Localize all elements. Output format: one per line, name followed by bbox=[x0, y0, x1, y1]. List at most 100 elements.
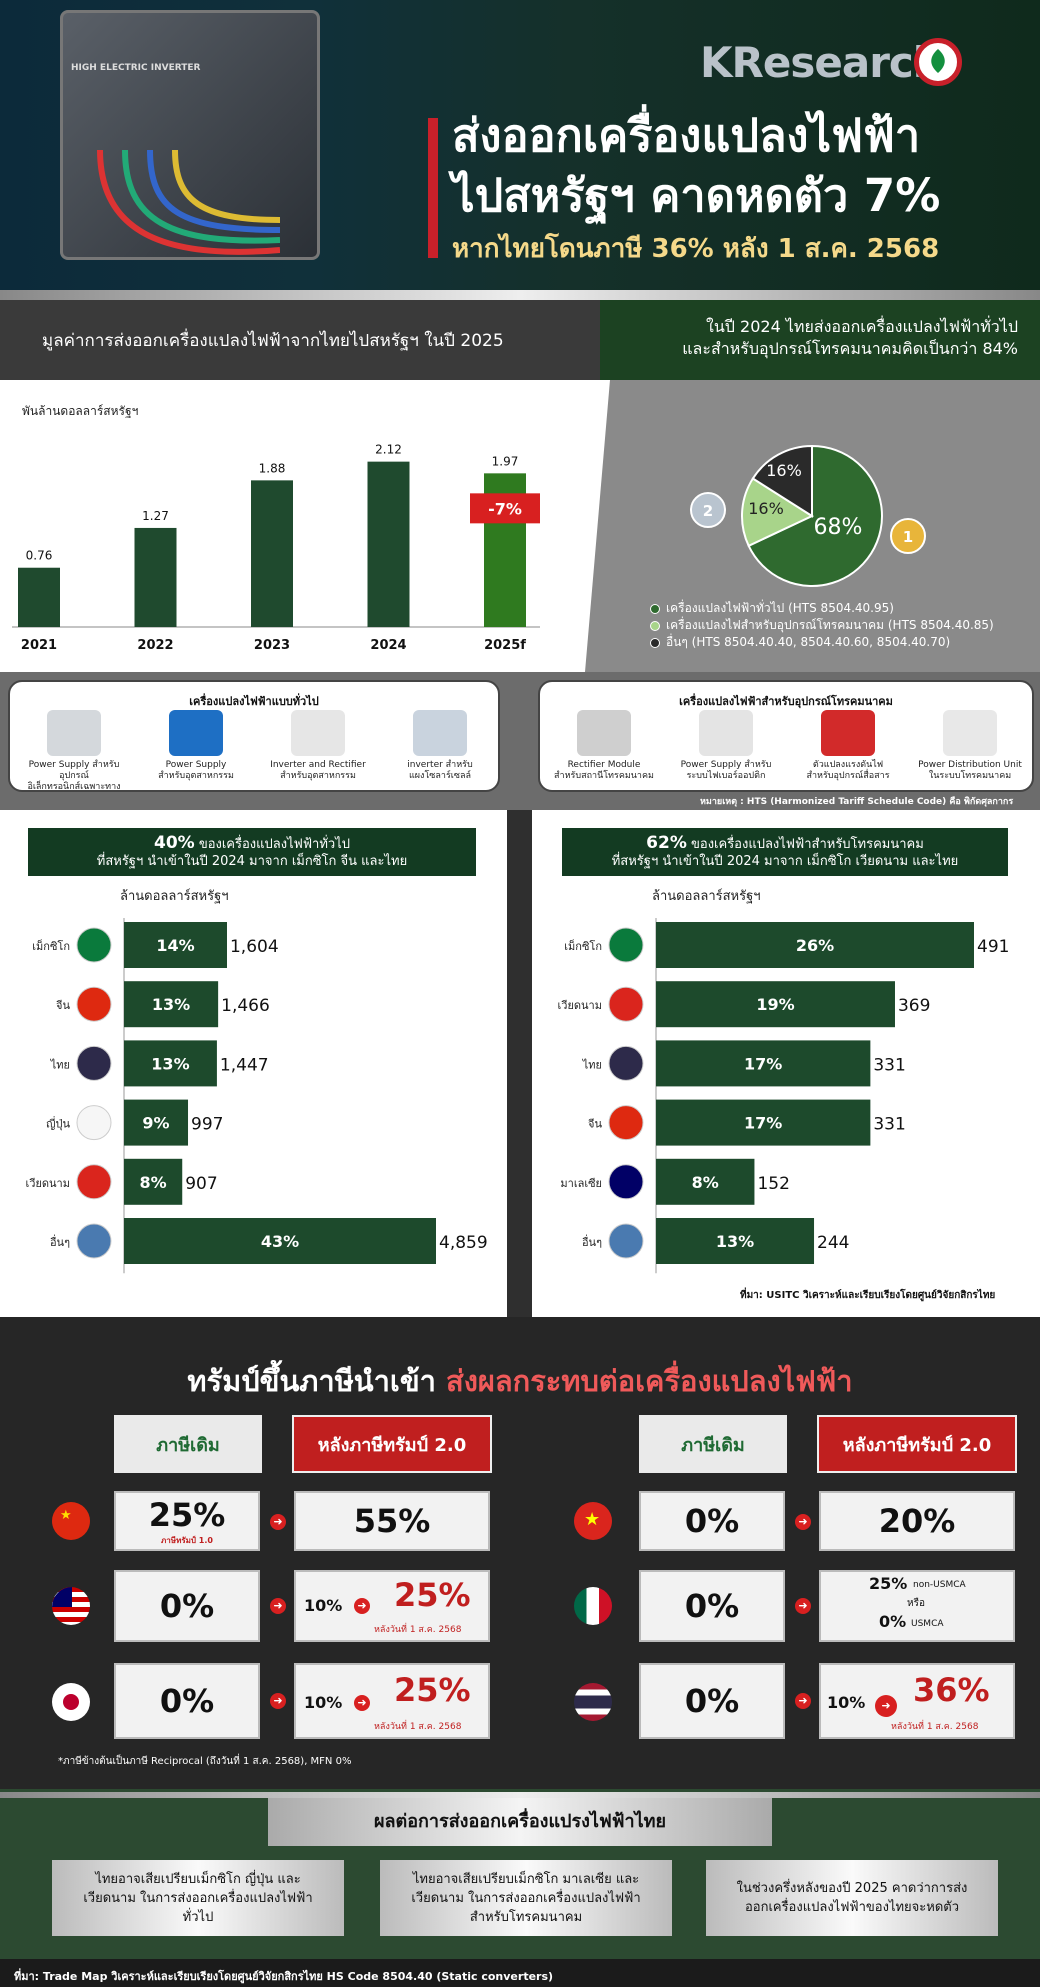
japan-new-value: 25% bbox=[394, 1671, 471, 1709]
hbar-bar bbox=[656, 981, 895, 1028]
product-label: inverter สำหรับ bbox=[407, 760, 473, 770]
effect-box-2: ไทยอาจเสียเปรียบเม็กซิโก มาเลเซีย และเวี… bbox=[380, 1860, 672, 1936]
hbar-bar bbox=[124, 1099, 189, 1146]
products-general-box: เครื่องแปลงไฟฟ้าแบบทั่วไป Power Supply ส… bbox=[8, 680, 500, 792]
arrow-right-icon: ➜ bbox=[354, 1695, 370, 1711]
product-label: Power Supply สำหรับอุปกรณ์ bbox=[28, 760, 120, 781]
china-old-sub: ภาษีทรัมป์ 1.0 bbox=[161, 1535, 213, 1545]
divider bbox=[0, 290, 1040, 300]
product-item: Rectifier Module สำหรับสถานีโทรคมนาคม bbox=[544, 706, 664, 782]
country-label: เม็กซิโก bbox=[564, 939, 602, 953]
import-telecom-share: 62% bbox=[646, 833, 687, 853]
japan-old-tariff: 0% bbox=[114, 1663, 260, 1739]
import-telecom-heading: 62% ของเครื่องแปลงไฟฟ้าสำหรับโทรคมนาคม ท… bbox=[562, 828, 1008, 876]
panel-divider bbox=[507, 810, 532, 1317]
products-telecom-box: เครื่องแปลงไฟฟ้าสำหรับอุปกรณ์โทรคมนาคม R… bbox=[538, 680, 1034, 792]
hbar-share-label: 43% bbox=[261, 1232, 299, 1251]
hbar-bar bbox=[656, 1099, 871, 1146]
medal-rank-2: 2 bbox=[703, 502, 713, 520]
annotation-label: -7% bbox=[488, 499, 522, 518]
bar-chart-heading: มูลค่าการส่งออกเครื่องแปลงไฟฟ้าจากไทยไปส… bbox=[0, 300, 610, 380]
mexico-new-tariff: 25% non-USMCA หรือ 0% USMCA bbox=[819, 1570, 1015, 1642]
page-subtitle: หากไทยโดนภาษี 36% หลัง 1 ส.ค. 2568 bbox=[452, 234, 940, 264]
vietnam-old-tariff: 0% bbox=[639, 1491, 785, 1551]
malaysia-new-tariff: 10% ➜ 25% หลังวันที่ 1 ส.ค. 2568 bbox=[294, 1570, 490, 1642]
hbar-value-label: 331 bbox=[873, 1115, 905, 1135]
medal-rank-1: 1 bbox=[903, 528, 913, 546]
product-label-2: สำหรับอุตสาหกรรม bbox=[280, 771, 356, 781]
arrow-right-icon: ➜ bbox=[354, 1598, 370, 1614]
old-tariff-header-right: ภาษีเดิม bbox=[639, 1415, 787, 1473]
mexico-new-b-sub: USMCA bbox=[911, 1619, 944, 1629]
old-tariff-header-left: ภาษีเดิม bbox=[114, 1415, 262, 1473]
hbar-value-label: 152 bbox=[757, 1174, 789, 1194]
hero-banner: HIGH ELECTRIC INVERTER KResearch ส่งออกเ… bbox=[0, 0, 1040, 290]
page-title-line2: ไปสหรัฐฯ คาดหดตัว 7% bbox=[452, 169, 941, 222]
hbar-share-label: 17% bbox=[744, 1054, 782, 1073]
tariff-footnote: *ภาษีข้างต้นเป็นภาษี Reciprocal (ถึงวันท… bbox=[58, 1756, 352, 1767]
product-item: Power Supply สำหรับอุปกรณ์ อิเล็กทรอนิกส์… bbox=[14, 706, 134, 793]
export-bar-chart: พันล้านดอลลาร์สหรัฐฯ 0.76 2021 1.27 2022 1.88… bbox=[12, 404, 540, 653]
product-label: Power Distribution Unit bbox=[918, 760, 1022, 770]
country-label: ญี่ปุ่น bbox=[46, 1116, 70, 1131]
product-label-2: สำหรับอุปกรณ์สื่อสาร bbox=[806, 771, 890, 781]
pie-legend: เครื่องแปลงไฟฟ้าทั่วไป (HTS 8504.40.95) เ… bbox=[650, 600, 994, 651]
product-label-2: ระบบไฟเบอร์ออปติก bbox=[686, 771, 766, 781]
import-general-heading-line2: ที่สหรัฐฯ นำเข้าในปี 2024 มาจาก เม็กซิโก… bbox=[96, 854, 408, 869]
product-label-2: อิเล็กทรอนิกส์เฉพาะทาง bbox=[27, 782, 121, 792]
hbar-share-label: 8% bbox=[692, 1173, 719, 1192]
x-tick-label: 2021 bbox=[21, 638, 57, 653]
tariff-title-red: ส่งผลกระทบต่อเครื่องแปลงไฟฟ้า bbox=[446, 1364, 853, 1398]
hbar-share-label: 19% bbox=[756, 995, 794, 1014]
pie-heading-line1: ในปี 2024 ไทยส่งออกเครื่องแปลงไฟฟ้าทั่วไ… bbox=[706, 317, 1018, 336]
country-flag-icon bbox=[76, 927, 112, 963]
country-label: ไทย bbox=[50, 1058, 70, 1071]
pie-legend-item: เครื่องแปลงไฟฟ้าทั่วไป (HTS 8504.40.95) bbox=[650, 600, 994, 617]
product-label: Power Supply สำหรับ bbox=[680, 760, 772, 770]
pie-slice bbox=[751, 444, 813, 518]
arrow-right-icon: ➜ bbox=[795, 1693, 811, 1709]
effect-box-1: ไทยอาจเสียเปรียบเม็กซิโก ญี่ปุ่น และเวีย… bbox=[52, 1860, 344, 1936]
hbar-unit-label: ล้านดอลลาร์สหรัฐฯ bbox=[652, 888, 761, 904]
pie-legend-item: อื่นๆ (HTS 8504.40.40, 8504.40.60, 8504.… bbox=[650, 634, 994, 651]
hbar-bar bbox=[124, 922, 227, 968]
product-label-2: สำหรับอุตสาหกรรม bbox=[158, 771, 234, 781]
japan-flag-icon bbox=[52, 1683, 90, 1721]
hbar-value-label: 491 bbox=[977, 937, 1009, 957]
legend-label: เครื่องแปลงไฟสำหรับอุปกรณ์โทรคมนาคม (HTS… bbox=[666, 618, 994, 632]
effects-title: ผลต่อการส่งออกเครื่องแปรงไฟฟ้าไทย bbox=[268, 1798, 772, 1846]
machine-label: HIGH ELECTRIC INVERTER bbox=[71, 63, 201, 73]
hbar-bar bbox=[656, 1158, 755, 1205]
hbar-bar bbox=[124, 1218, 436, 1264]
bar-value-label: 1.27 bbox=[142, 509, 169, 523]
product-item: inverter สำหรับ แผงโซลาร์เซลล์ bbox=[380, 706, 500, 782]
hbar-unit-label: ล้านดอลลาร์สหรัฐฯ bbox=[120, 888, 229, 904]
country-flag-icon bbox=[76, 986, 112, 1022]
hbar-share-label: 13% bbox=[151, 1054, 189, 1073]
page-title-line1: ส่งออกเครื่องแปลงไฟฟ้า bbox=[452, 109, 921, 162]
hbar-share-label: 8% bbox=[140, 1173, 167, 1192]
china-new-tariff: 55% bbox=[294, 1491, 490, 1551]
hbar-share-label: 13% bbox=[716, 1232, 754, 1251]
bar-value-label: 1.88 bbox=[259, 461, 286, 475]
malaysia-new-pre: 10% bbox=[304, 1596, 343, 1615]
arrow-right-icon: ➜ bbox=[795, 1598, 811, 1614]
hbar-share-label: 26% bbox=[796, 936, 834, 955]
hts-note: หมายเหตุ : HTS (Harmonized Tariff Schedu… bbox=[700, 797, 1014, 807]
japan-new-sub: หลังวันที่ 1 ส.ค. 2568 bbox=[374, 1722, 462, 1732]
country-flag-icon bbox=[608, 1045, 644, 1081]
hbar-value-label: 997 bbox=[191, 1115, 223, 1135]
country-label: เม็กซิโก bbox=[32, 939, 70, 953]
vietnam-new-tariff: 20% bbox=[819, 1491, 1015, 1551]
product-image bbox=[699, 710, 753, 756]
hbar-bar bbox=[124, 981, 219, 1028]
product-label-2: สำหรับสถานีโทรคมนาคม bbox=[554, 771, 654, 781]
product-image bbox=[577, 710, 631, 756]
mexico-new-or: หรือ bbox=[907, 1598, 925, 1609]
source-note: ที่มา: USITC วิเคราะห์และเรียบเรียงโดยศู… bbox=[740, 1290, 996, 1301]
country-flag-icon bbox=[608, 986, 644, 1022]
hbar-value-label: 4,859 bbox=[439, 1233, 488, 1253]
arrow-right-icon: ➜ bbox=[270, 1693, 286, 1709]
